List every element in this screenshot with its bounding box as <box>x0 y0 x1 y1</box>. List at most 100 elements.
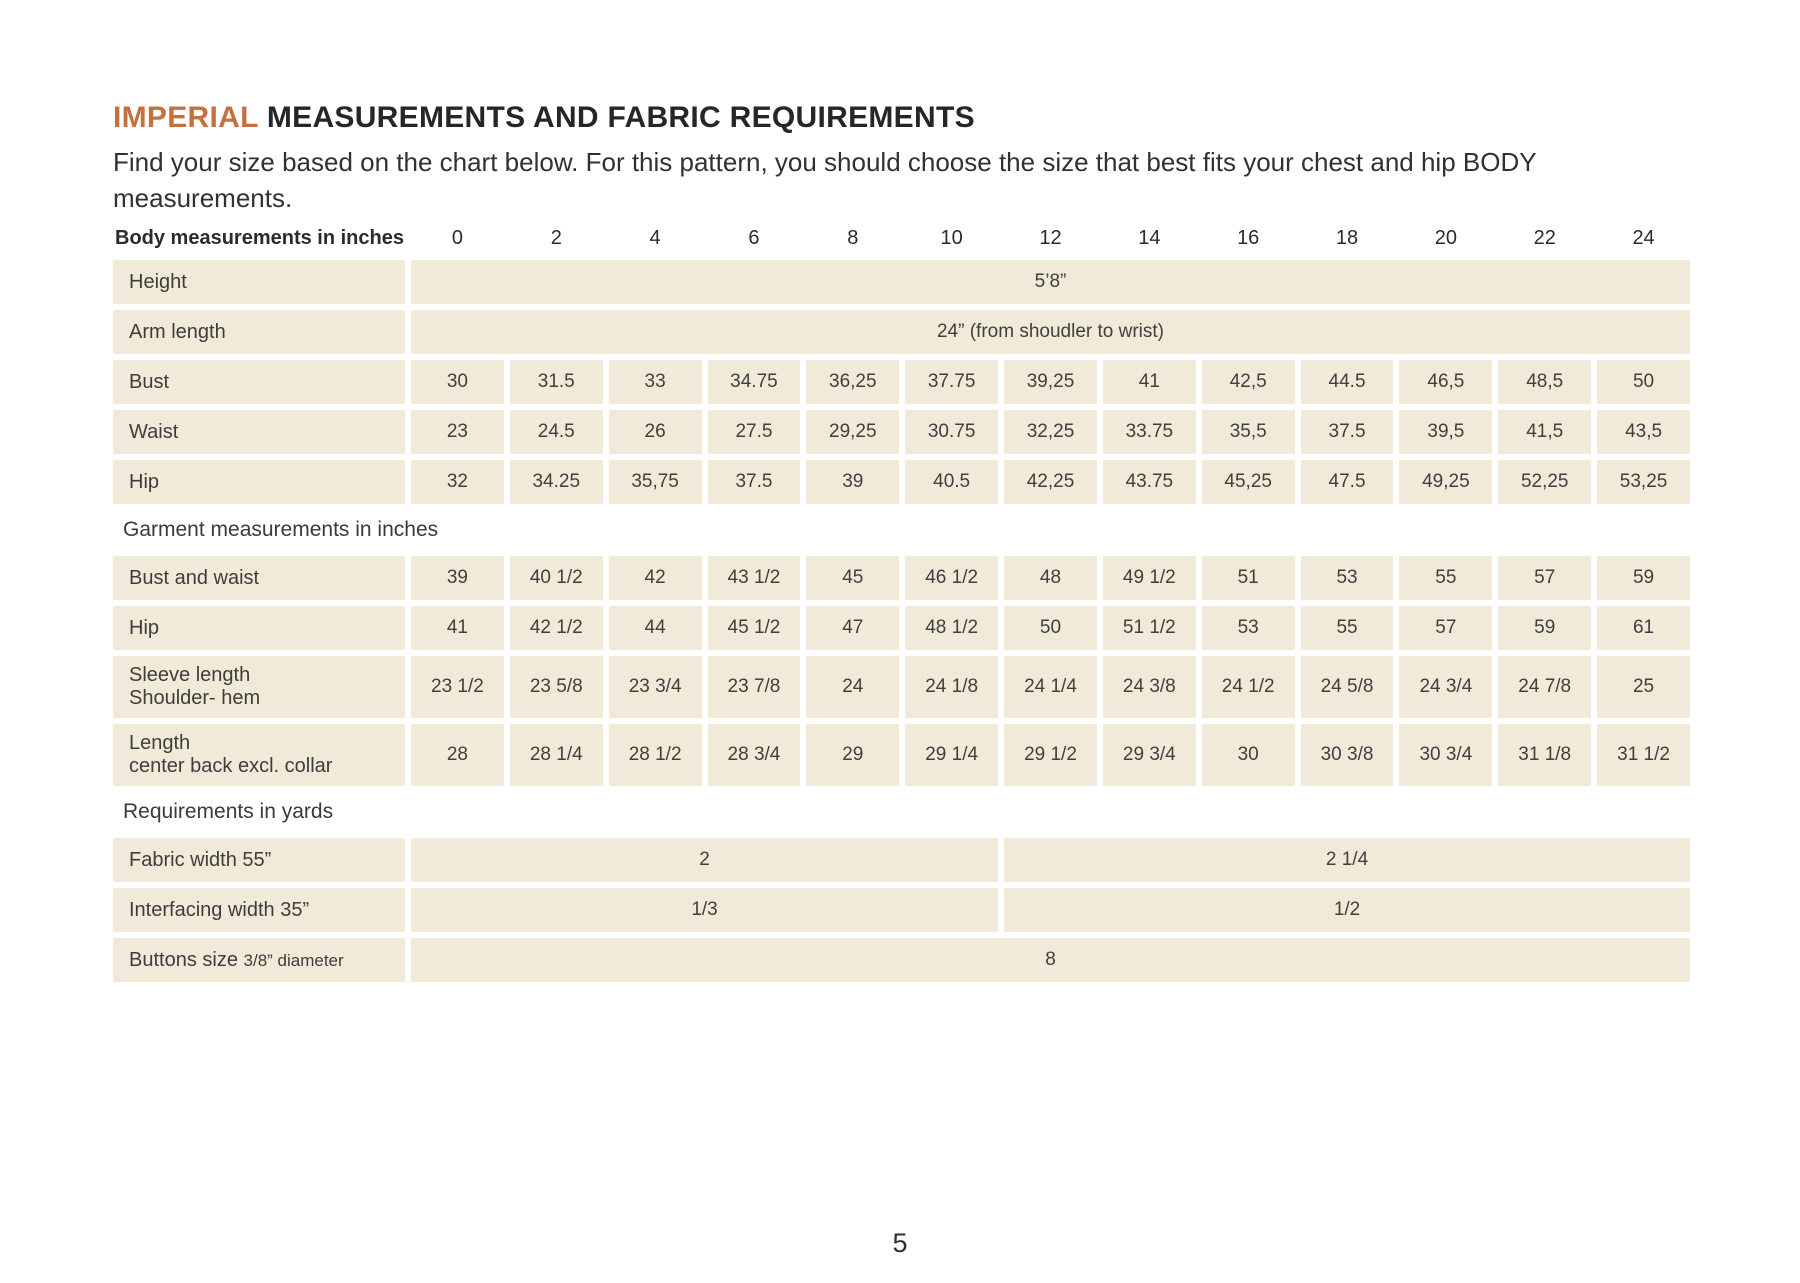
row-label-line-2: Shoulder- hem <box>129 687 261 709</box>
table-row: Hip 41 42 1/2 44 45 1/2 47 48 1/2 50 51 1/2 53 55 5… <box>113 606 1690 650</box>
measurement-value-cell: 50 <box>1004 606 1097 650</box>
measurement-value-cell: 25 <box>1597 656 1690 718</box>
measurement-value-cell: 42,5 <box>1201 360 1295 404</box>
row-label: Length center back excl. collar <box>113 724 405 786</box>
measurement-value-cell: 51 <box>1201 556 1295 600</box>
table-row: Sleeve length Shoulder- hem 23 1/2 23 5/8 23… <box>113 656 1690 718</box>
measurement-value-cell: 34.75 <box>707 360 801 404</box>
row-label: Waist <box>113 410 405 454</box>
measurement-value-cell: 23 5/8 <box>509 656 603 718</box>
measurement-value-cell: 30 <box>1201 724 1295 786</box>
size-column-header: 2 <box>550 226 562 249</box>
size-column-header: 4 <box>649 226 661 249</box>
measurement-value-cell: 24 <box>806 656 900 718</box>
section-label-garment: Garment measurements in inches <box>123 518 439 541</box>
size-column-header: 20 <box>1434 226 1457 249</box>
measurement-value-cell: 45,25 <box>1201 460 1295 504</box>
requirement-left-value: 2 <box>411 838 999 882</box>
size-column-header: 6 <box>748 226 760 249</box>
measurement-value-cell: 29 <box>806 724 900 786</box>
measurement-value-cell: 45 <box>806 556 900 600</box>
row-label: Fabric width 55” <box>113 838 405 882</box>
row-label: Bust and waist <box>113 556 405 600</box>
measurement-value-cell: 48,5 <box>1498 360 1592 404</box>
body-measurements-header-label: Body measurements in inches <box>115 226 404 249</box>
measurement-value-cell: 32,25 <box>1004 410 1097 454</box>
row-label-line-1: Sleeve length <box>129 664 251 686</box>
measurement-value-cell: 59 <box>1597 556 1690 600</box>
measurement-value-cell: 36,25 <box>806 360 900 404</box>
measurement-value-cell: 53 <box>1300 556 1394 600</box>
measurement-value-cell: 34.25 <box>509 460 603 504</box>
row-label-line-1: Bust and waist <box>129 566 260 589</box>
section-label-requirements: Requirements in yards <box>123 800 334 823</box>
table-row: Bust and waist 39 40 1/2 42 43 1/2 45 46 1/2 48… <box>113 556 1690 600</box>
measurement-value-cell: 61 <box>1597 606 1690 650</box>
measurement-value-cell: 40 1/2 <box>509 556 603 600</box>
size-column-header: 14 <box>1138 226 1161 249</box>
measurement-value-cell: 28 3/4 <box>707 724 801 786</box>
page-title-accent: IMPERIAL <box>113 101 259 134</box>
measurement-value-cell: 37.5 <box>707 460 801 504</box>
span-row: Height 5’8” <box>113 260 1690 304</box>
measurement-value-cell: 30 3/8 <box>1300 724 1394 786</box>
row-label: Sleeve length Shoulder- hem <box>113 656 405 718</box>
measurement-value-cell: 49,25 <box>1399 460 1493 504</box>
measurement-value-cell: 39,25 <box>1004 360 1097 404</box>
measurement-value-cell: 44 <box>608 606 702 650</box>
page-number: 5 <box>892 1228 908 1258</box>
table-row: Buttons size 3/8” diameter 8 <box>113 938 1690 982</box>
measurement-value-cell: 46 1/2 <box>905 556 999 600</box>
measurement-value-cell: 35,5 <box>1201 410 1295 454</box>
measurement-value-cell: 42 1/2 <box>509 606 603 650</box>
measurement-value-cell: 40.5 <box>905 460 999 504</box>
measurement-value-cell: 30 <box>411 360 504 404</box>
measurement-value-cell: 28 <box>411 724 504 786</box>
measurement-value-cell: 41 <box>411 606 504 650</box>
measurement-value-cell: 42,25 <box>1004 460 1097 504</box>
table-row: Length center back excl. collar 28 28 1/4 28… <box>113 724 1690 786</box>
measurement-value-cell: 26 <box>608 410 702 454</box>
measurement-value-cell: 24 1/2 <box>1201 656 1295 718</box>
measurement-value-cell: 29 1/4 <box>905 724 999 786</box>
measurement-value-cell: 39 <box>806 460 900 504</box>
measurement-value-cell: 53,25 <box>1597 460 1690 504</box>
measurement-value-cell: 30.75 <box>905 410 999 454</box>
table-row: Interfacing width 35” 1/3 1/2 <box>113 888 1690 932</box>
row-label: Bust <box>113 360 405 404</box>
measurement-value-cell: 29 1/2 <box>1004 724 1097 786</box>
table-row: Waist 23 24.5 26 27.5 29,25 30.75 32,25 33.75 35,… <box>113 410 1690 454</box>
row-label: Buttons size 3/8” diameter <box>113 938 405 982</box>
measurement-value-cell: 27.5 <box>707 410 801 454</box>
row-label: Hip <box>113 606 405 650</box>
measurement-value-cell: 43,5 <box>1597 410 1690 454</box>
table-row: Bust 30 31.5 33 34.75 36,25 37.75 39,25 41 42,5 44… <box>113 360 1690 404</box>
measurement-value-cell: 23 <box>411 410 504 454</box>
measurement-value-cell: 57 <box>1498 556 1592 600</box>
measurement-value-cell: 24 3/4 <box>1399 656 1493 718</box>
size-column-header: 12 <box>1039 226 1062 249</box>
table-header-row: Body measurements in inches 0 2 4 6 8 10 12 14 16… <box>113 224 1690 252</box>
requirement-right-value: 2 1/4 <box>1004 838 1690 882</box>
table-row: Hip 32 34.25 35,75 37.5 39 40.5 42,25 43.75 45,25… <box>113 460 1690 504</box>
span-row: Arm length 24” (from shoudler to wrist) <box>113 310 1690 354</box>
row-label-line-1: Hip <box>129 616 160 639</box>
buttons-label-main: Buttons size <box>129 948 238 971</box>
measurement-value-cell: 50 <box>1597 360 1690 404</box>
subtitle-line-1: Find your size based on the chart below.… <box>113 147 1537 177</box>
measurement-value-cell: 44.5 <box>1300 360 1394 404</box>
measurement-value-cell: 35,75 <box>608 460 702 504</box>
measurement-value-cell: 37.5 <box>1300 410 1394 454</box>
row-label: Height <box>113 260 405 304</box>
measurement-value-cell: 28 1/4 <box>509 724 603 786</box>
measurement-value-cell: 23 3/4 <box>608 656 702 718</box>
measurement-value-cell: 24 5/8 <box>1300 656 1394 718</box>
size-column-header: 18 <box>1335 226 1359 249</box>
buttons-label-small: 3/8” diameter <box>243 950 344 970</box>
measurement-value-cell: 28 1/2 <box>608 724 702 786</box>
page-title-rest: MEASUREMENTS AND FABRIC REQUIREMENTS <box>258 101 975 134</box>
measurement-value-cell: 37.75 <box>905 360 999 404</box>
measurement-value-cell: 46,5 <box>1399 360 1493 404</box>
measurement-value-cell: 43 1/2 <box>707 556 801 600</box>
